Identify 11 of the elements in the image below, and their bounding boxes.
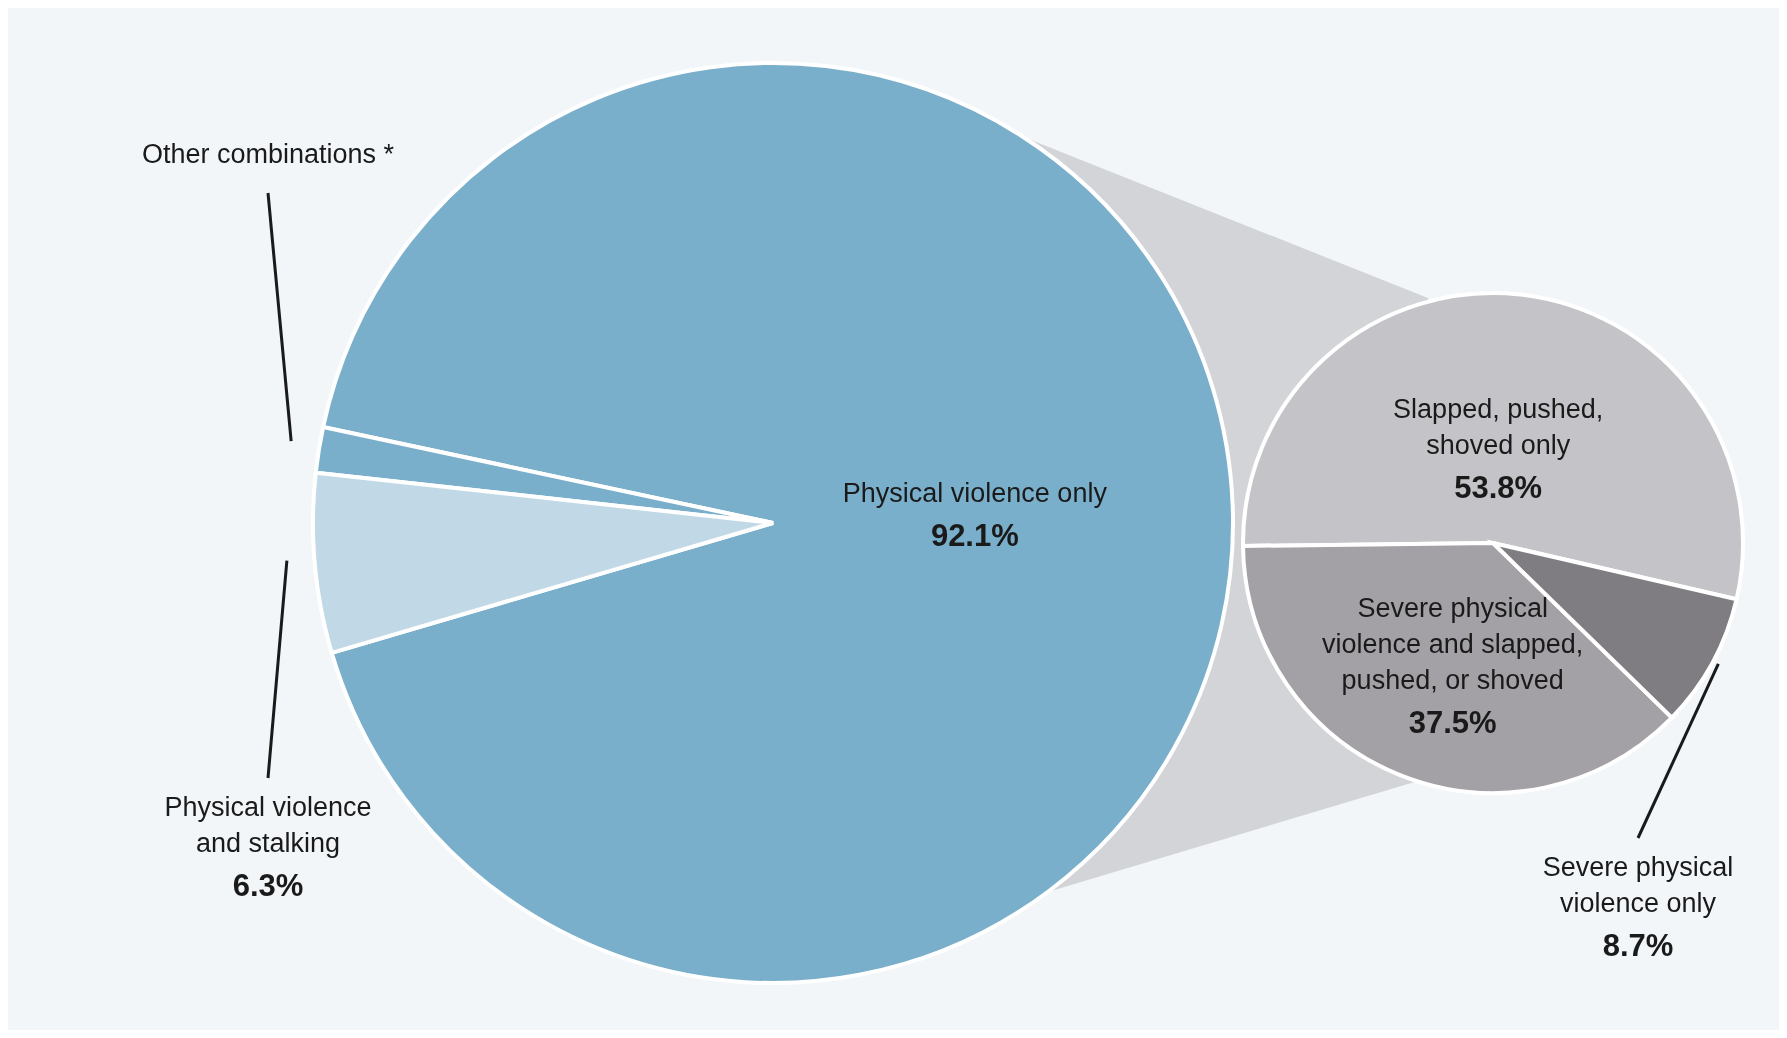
slice-label: Slapped, pushed, shoved only [1393, 393, 1604, 460]
slice-label: Severe physical violence and slapped, pushed, or shoved [1322, 593, 1584, 696]
data-label: 53.8% [1454, 469, 1543, 505]
slice-label: Severe physical violence only [1542, 852, 1734, 918]
data-label: 37.5% [1408, 705, 1497, 741]
data-label: 92.1% [930, 518, 1019, 554]
data-label: 8.7% [1602, 928, 1674, 963]
slice-label: Physical violence and stalking [164, 792, 372, 858]
data-label: 6.3% [232, 868, 304, 903]
slice-label: Physical violence only [842, 478, 1108, 509]
slice-label: Other combinations * [141, 139, 395, 169]
